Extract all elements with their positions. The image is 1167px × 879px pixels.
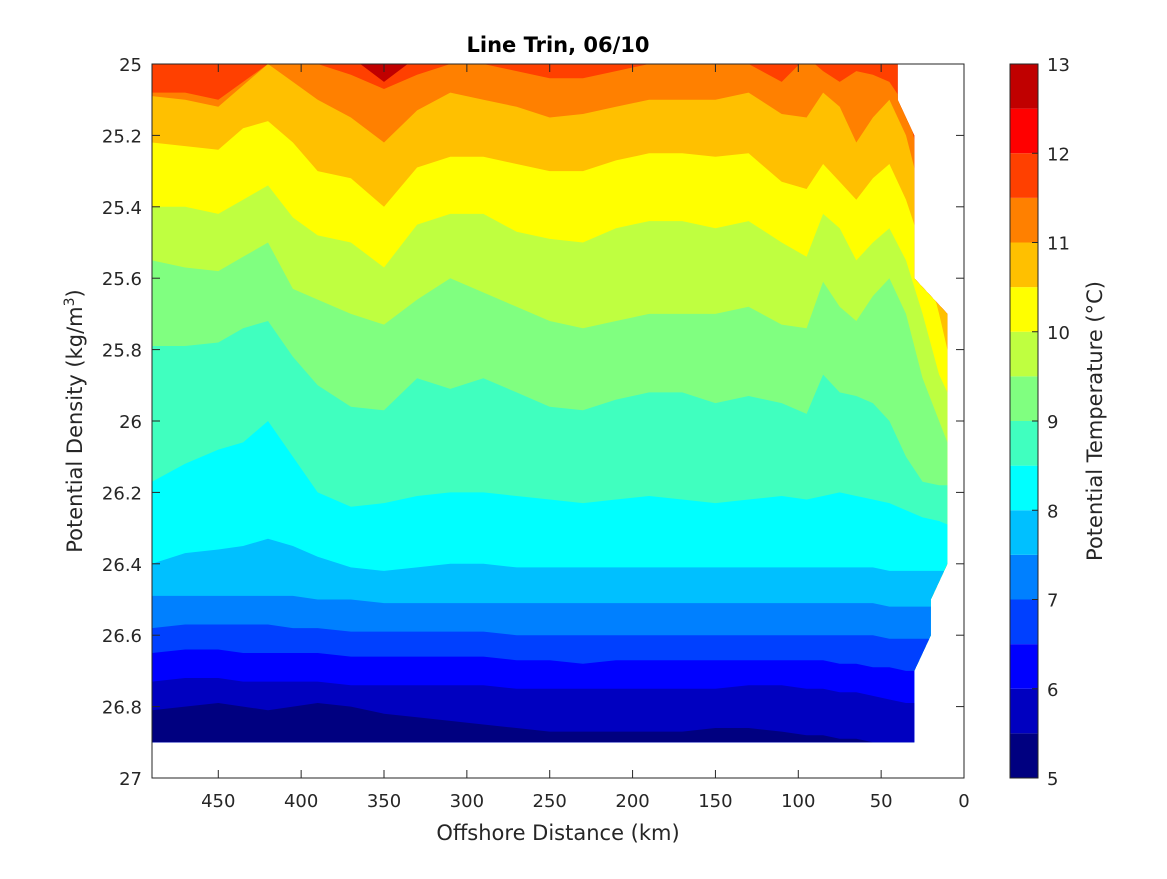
y-axis-label-superscript: 3 [62, 297, 78, 306]
y-tick-label: 26 [119, 412, 142, 433]
colorbar-tick-label: 11 [1047, 234, 1070, 255]
colorbar-label: Potential Temperature (°C) [1083, 281, 1107, 561]
y-tick-label: 25.6 [102, 269, 142, 290]
y-tick-label: 26.4 [102, 555, 142, 576]
x-axis: 450 400 350 300 250 200 150 100 50 0 [201, 64, 970, 812]
y-tick-label: 25.2 [102, 126, 142, 147]
colorbar-segment [1010, 108, 1038, 154]
y-tick-label: 26.2 [102, 483, 142, 504]
colorbar-segment [1010, 197, 1038, 243]
colorbar-tick-label: 12 [1047, 144, 1070, 165]
x-tick-label: 250 [533, 791, 567, 812]
colorbar-segment [1010, 599, 1038, 645]
colorbar-segment [1010, 554, 1038, 600]
colorbar-segment [1010, 644, 1038, 689]
colorbar-segment [1010, 421, 1038, 466]
y-axis: 25 25.2 25.4 25.6 25.8 26 26.2 26.4 26.6 26.8 27 [102, 55, 964, 790]
y-axis-label-main: Potential Density (kg/m [63, 306, 87, 552]
colorbar-tick-label: 8 [1047, 501, 1058, 522]
colorbar-tick-label: 9 [1047, 412, 1058, 433]
colorbar-segment [1010, 64, 1038, 109]
y-tick-label: 25.8 [102, 341, 142, 362]
colorbar-segment [1010, 688, 1038, 734]
colorbar-segment [1010, 510, 1038, 555]
colorbar-tick-label: 10 [1047, 323, 1070, 344]
colorbar-segment [1010, 733, 1038, 778]
contour-band-below-5.5 [152, 703, 948, 743]
x-tick-label: 0 [958, 791, 969, 812]
y-tick-label: 27 [119, 769, 142, 790]
colorbar-segment [1010, 376, 1038, 421]
x-tick-label: 400 [284, 791, 318, 812]
x-tick-label: 100 [781, 791, 815, 812]
chart-title: Line Trin, 06/10 [466, 33, 649, 57]
colorbar: 13 12 11 10 9 8 7 6 5 [1009, 55, 1070, 790]
y-axis-label: Potential Density (kg/m3) [62, 289, 87, 553]
x-axis-label: Offshore Distance (km) [436, 821, 679, 845]
colorbar-segment [1010, 465, 1038, 511]
x-tick-label: 200 [615, 791, 649, 812]
y-tick-label: 25 [119, 55, 142, 76]
x-tick-label: 300 [450, 791, 484, 812]
colorbar-tick-label: 13 [1047, 55, 1070, 76]
contour-fill-layer [152, 64, 948, 743]
x-tick-label: 350 [367, 791, 401, 812]
x-tick-label: 450 [201, 791, 235, 812]
colorbar-segment [1010, 242, 1038, 288]
colorbar-segment [1010, 287, 1038, 332]
x-tick-label: 50 [870, 791, 893, 812]
y-tick-label: 25.4 [102, 198, 142, 219]
colorbar-tick-label: 6 [1047, 680, 1058, 701]
y-tick-label: 26.6 [102, 626, 142, 647]
x-tick-label: 150 [698, 791, 732, 812]
colorbar-segment [1010, 331, 1038, 377]
colorbar-tick-label: 7 [1047, 591, 1058, 612]
colorbar-tick-label: 5 [1047, 769, 1058, 790]
y-tick-label: 26.8 [102, 698, 142, 719]
colorbar-segment [1010, 153, 1038, 198]
y-axis-label-close: ) [63, 289, 87, 297]
